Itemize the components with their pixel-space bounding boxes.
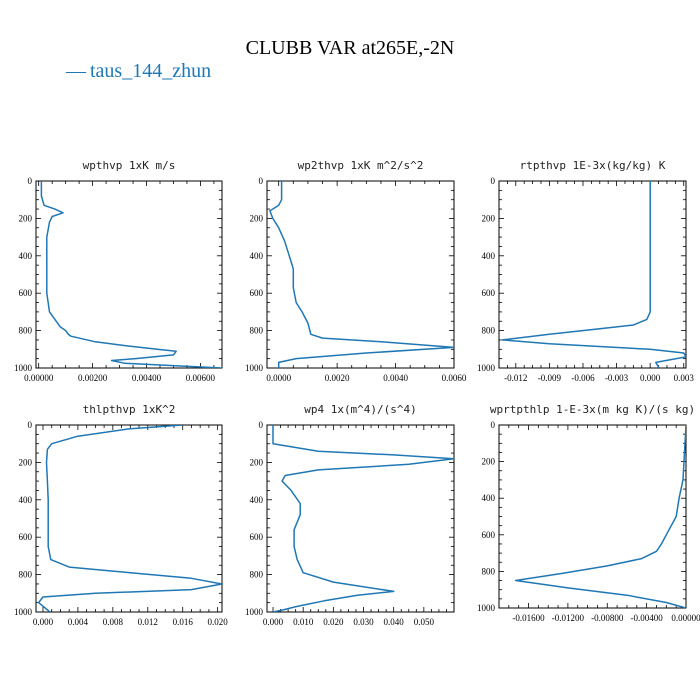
x-tick-label: 0.000 xyxy=(640,373,661,383)
y-tick-label: 800 xyxy=(482,326,496,336)
y-tick-label: 400 xyxy=(482,493,496,503)
y-tick-label: 600 xyxy=(250,288,264,298)
subplot-2: wp2thvp 1xK m^2/s^2020040060080010000.00… xyxy=(245,159,467,383)
y-tick-label: 1000 xyxy=(14,363,33,373)
y-tick-label: 400 xyxy=(250,495,264,505)
x-tick-label: 0.0040 xyxy=(383,373,408,383)
x-tick-label: 0.016 xyxy=(173,617,194,627)
x-tick-label: 0.000 xyxy=(263,617,284,627)
x-tick-label: 0.004 xyxy=(68,617,89,627)
subplot-3: rtpthvp 1E-3x(kg/kg) K02004006008001000-… xyxy=(477,159,694,383)
y-tick-label: 1000 xyxy=(477,603,496,613)
subplot-title: wprtpthlp 1-E-3x(m kg K)/(s kg) xyxy=(490,403,695,416)
x-tick-label: -0.00400 xyxy=(631,613,664,623)
y-tick-label: 0 xyxy=(259,176,264,186)
y-tick-label: 1000 xyxy=(245,363,264,373)
y-tick-label: 1000 xyxy=(245,607,264,617)
figure-title: CLUBB VAR at265E,-2N xyxy=(246,37,455,59)
x-tick-label: -0.006 xyxy=(571,373,595,383)
y-tick-label: 200 xyxy=(19,213,33,223)
series-line xyxy=(269,181,454,368)
series-line xyxy=(40,181,222,368)
y-tick-label: 400 xyxy=(482,251,496,261)
x-tick-label: -0.01600 xyxy=(512,613,545,623)
y-tick-label: 600 xyxy=(482,288,496,298)
series-line xyxy=(272,425,454,612)
series-line xyxy=(514,425,686,608)
y-tick-label: 0 xyxy=(28,176,33,186)
series-line xyxy=(501,181,686,368)
subplot-title: rtpthvp 1E-3x(kg/kg) K xyxy=(520,159,666,172)
y-tick-label: 200 xyxy=(250,213,264,223)
y-tick-label: 1000 xyxy=(477,363,496,373)
x-tick-label: 0.00400 xyxy=(132,373,162,383)
x-tick-label: 0.000 xyxy=(33,617,54,627)
x-tick-label: 0.00200 xyxy=(78,373,108,383)
y-tick-label: 200 xyxy=(250,457,264,467)
legend-line-symbol: — xyxy=(65,60,87,82)
subplot-title: wpthvp 1xK m/s xyxy=(83,159,176,172)
y-tick-label: 200 xyxy=(482,457,496,467)
x-tick-label: 0.040 xyxy=(384,617,405,627)
y-tick-label: 800 xyxy=(250,326,264,336)
x-tick-label: -0.003 xyxy=(605,373,629,383)
x-tick-label: -0.012 xyxy=(504,373,527,383)
x-tick-label: 0.010 xyxy=(293,617,314,627)
series-line xyxy=(37,425,222,612)
x-tick-label: 0.020 xyxy=(323,617,344,627)
x-tick-label: 0.030 xyxy=(353,617,374,627)
y-tick-label: 0 xyxy=(259,420,264,430)
x-tick-label: 0.0000 xyxy=(266,373,291,383)
legend-label: taus_144_zhun xyxy=(90,60,211,82)
y-tick-label: 800 xyxy=(19,570,33,580)
x-tick-label: 0.0020 xyxy=(325,373,350,383)
x-tick-label: 0.012 xyxy=(138,617,158,627)
y-tick-label: 200 xyxy=(19,457,33,467)
y-tick-label: 200 xyxy=(482,213,496,223)
y-tick-label: 1000 xyxy=(14,607,33,617)
y-tick-label: 400 xyxy=(19,495,33,505)
y-tick-label: 0 xyxy=(491,176,496,186)
y-tick-label: 800 xyxy=(19,326,33,336)
subplot-title: wp2thvp 1xK m^2/s^2 xyxy=(298,159,424,172)
y-tick-label: 600 xyxy=(19,532,33,542)
y-tick-label: 800 xyxy=(482,566,496,576)
y-tick-label: 600 xyxy=(482,530,496,540)
x-tick-label: -0.01200 xyxy=(552,613,585,623)
y-tick-label: 600 xyxy=(250,532,264,542)
x-tick-label: 0.0060 xyxy=(442,373,467,383)
y-tick-label: 0 xyxy=(28,420,33,430)
x-tick-label: 0.008 xyxy=(103,617,124,627)
x-tick-label: 0.00000 xyxy=(671,613,700,623)
x-tick-label: 0.00600 xyxy=(186,373,216,383)
y-tick-label: 600 xyxy=(19,288,33,298)
y-tick-label: 400 xyxy=(19,251,33,261)
y-tick-label: 0 xyxy=(491,420,496,430)
x-tick-label: 0.003 xyxy=(674,373,695,383)
x-tick-label: 0.020 xyxy=(208,617,229,627)
y-tick-label: 800 xyxy=(250,570,264,580)
y-tick-label: 400 xyxy=(250,251,264,261)
x-tick-label: -0.009 xyxy=(538,373,562,383)
legend: — taus_144_zhun xyxy=(65,60,211,82)
x-tick-label: 0.00000 xyxy=(24,373,54,383)
subplot-6: wprtpthlp 1-E-3x(m kg K)/(s kg) 0 200 400 60… xyxy=(477,403,700,623)
x-tick-label: -0.00800 xyxy=(591,613,624,623)
x-tick-label: 0.050 xyxy=(414,617,435,627)
subplot-title: thlpthvp 1xK^2 xyxy=(83,403,176,416)
subplot-title: wp4 1x(m^4)/(s^4) xyxy=(304,403,417,416)
